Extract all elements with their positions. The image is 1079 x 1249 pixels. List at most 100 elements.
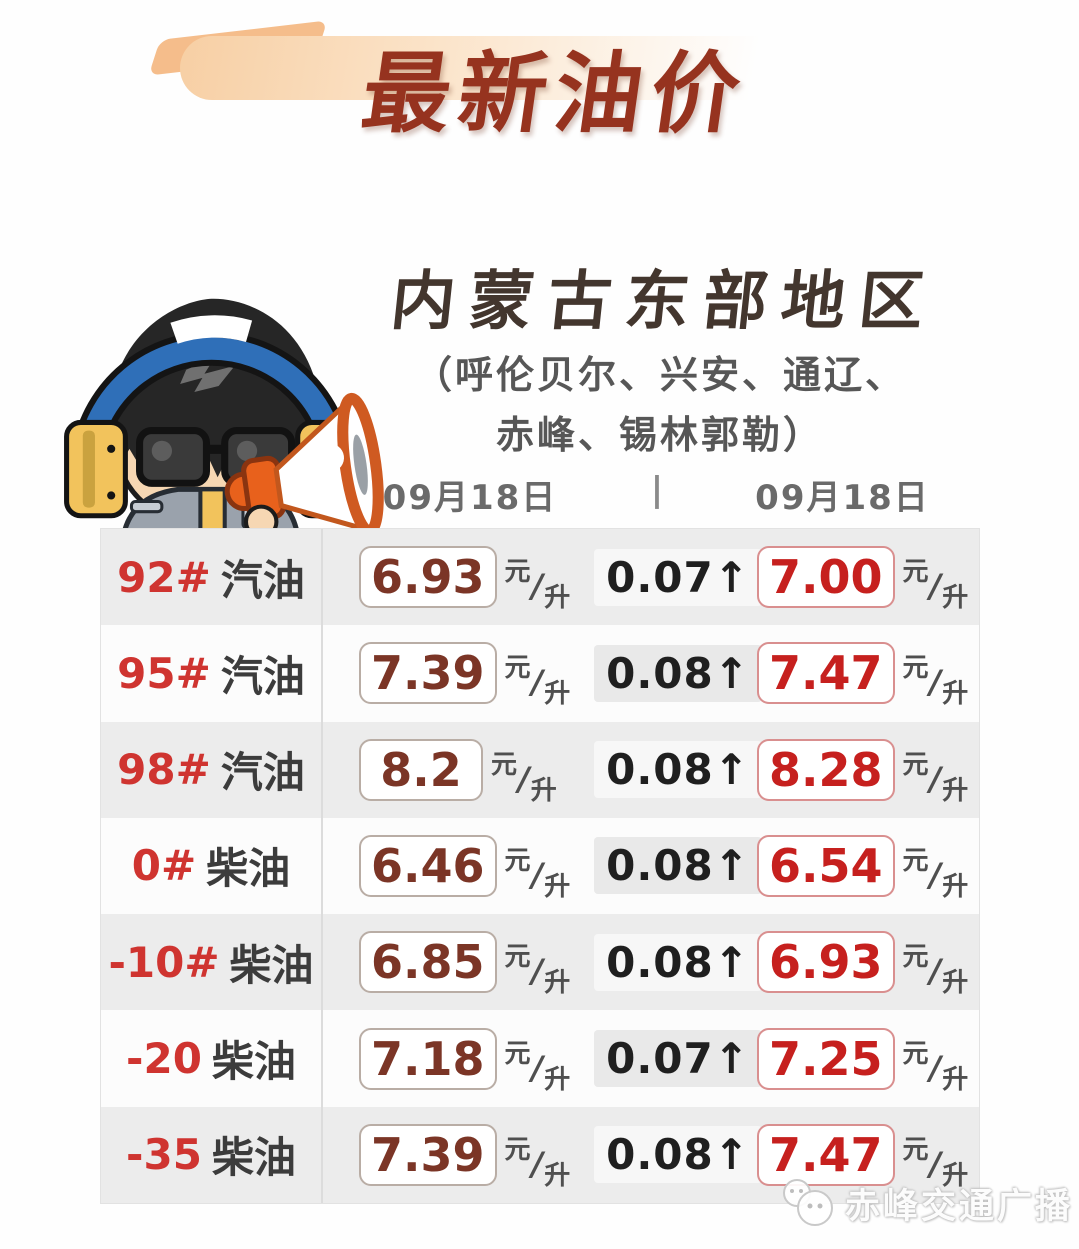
unit-liter: 升: [544, 1064, 571, 1095]
fuel-name: 汽油: [220, 651, 305, 701]
unit-slash: /: [531, 952, 544, 991]
unit-yuan-per-liter: 元 / 升: [504, 653, 571, 707]
unit-slash: /: [531, 855, 544, 894]
fuel-grade: 0#: [131, 841, 197, 891]
date-before-label: 09月18日前: [382, 478, 558, 567]
station-watermark: 赤峰交通广播: [777, 1176, 1073, 1230]
price-change-value: 0.08↑: [594, 837, 762, 895]
unit-yuan-per-liter: 元 / 升: [902, 942, 969, 996]
unit-slash: /: [531, 567, 544, 606]
before-price-value: 6.85: [359, 931, 497, 994]
table-row: 92# 汽油 6.93 元 / 升 0.07↑ 7.00 元 / 升: [101, 529, 979, 626]
fuel-name: 柴油: [211, 1037, 296, 1087]
after-price-cell: 7.00 元 / 升: [743, 546, 979, 611]
before-price-value: 6.93: [359, 546, 497, 609]
unit-slash: /: [531, 1048, 544, 1087]
fuel-type-cell: 98# 汽油: [101, 721, 323, 818]
after-price-value: 7.47: [757, 1123, 895, 1186]
unit-yuan: 元: [504, 653, 531, 684]
unit-yuan-per-liter: 元 / 升: [505, 1041, 571, 1093]
price-change-value: 0.07↑: [594, 1030, 762, 1088]
radio-host-mascot-icon: [64, 298, 384, 540]
unit-yuan-per-liter: 元 / 升: [491, 752, 557, 804]
after-price-cell: 7.25 元 / 升: [743, 1027, 979, 1093]
fuel-grade: 95#: [117, 648, 211, 698]
station-logo-icon: [782, 1179, 833, 1226]
before-price-cell: 7.39 元 / 升: [323, 642, 613, 707]
after-price-cell: 7.47 元 / 升: [743, 642, 979, 707]
unit-yuan: 元: [902, 653, 929, 684]
unit-slash: /: [929, 855, 942, 894]
before-price-cell: 6.46 元 / 升: [323, 834, 613, 900]
before-price-cell: 8.2 元 / 升: [323, 738, 613, 804]
after-price-value: 7.00: [757, 546, 895, 609]
before-price-cell: 6.93 元 / 升: [323, 546, 613, 611]
unit-yuan: 元: [902, 1038, 929, 1069]
title-highlight-capsule: [180, 36, 830, 100]
unit-liter: 升: [544, 1160, 571, 1191]
unit-yuan-per-liter: 元 / 升: [903, 752, 969, 804]
before-price-cell: 6.85 元 / 升: [323, 931, 613, 996]
unit-slash: /: [929, 567, 942, 606]
unit-yuan-per-liter: 元 / 升: [504, 557, 571, 611]
unit-liter: 升: [942, 583, 969, 614]
fuel-name: 汽油: [220, 555, 305, 605]
unit-yuan-per-liter: 元 / 升: [504, 845, 571, 900]
region-subtitle-line2: 赤峰、锡林郭勒）: [495, 413, 824, 457]
before-price-cell: 7.39 元 / 升: [323, 1123, 613, 1189]
before-price-value: 7.39: [359, 1123, 497, 1186]
fuel-grade: 98#: [117, 745, 211, 795]
unit-slash: /: [531, 1144, 544, 1183]
price-change-value: 0.08↑: [594, 1126, 762, 1184]
table-row: -20 柴油 7.18 元 / 升 0.07↑ 7.25 元 / 升: [101, 1010, 979, 1107]
price-change-cell: 0.08↑: [594, 741, 762, 799]
fuel-type-cell: 92# 汽油: [101, 529, 323, 626]
fuel-name: 柴油: [229, 940, 314, 990]
date-separator: |: [650, 470, 666, 510]
unit-liter: 升: [942, 679, 969, 710]
unit-liter: 升: [544, 968, 571, 999]
fuel-grade: -20: [126, 1034, 202, 1084]
unit-yuan: 元: [902, 557, 929, 588]
table-row: -10# 柴油 6.85 元 / 升 0.08↑ 6.93 元 / 升: [101, 914, 979, 1011]
fuel-type-cell: 95# 汽油: [101, 625, 323, 722]
mascot-illustration: [26, 240, 391, 540]
table-row: 95# 汽油 7.39 元 / 升 0.08↑ 7.47 元 / 升: [101, 625, 979, 722]
fuel-grade: -10#: [108, 937, 220, 987]
after-price-value: 6.93: [757, 931, 895, 994]
unit-liter: 升: [942, 775, 969, 806]
after-price-cell: 6.54 元 / 升: [743, 834, 979, 900]
unit-yuan: 元: [902, 845, 929, 876]
unit-slash: /: [531, 663, 544, 702]
price-change-cell: 0.07↑: [594, 1030, 762, 1088]
table-row: 98# 汽油 8.2 元 / 升 0.08↑ 8.28 元 / 升: [101, 721, 979, 818]
fuel-type-cell: -10# 柴油: [101, 914, 323, 1011]
fuel-type-cell: 0# 柴油: [101, 817, 323, 915]
fuel-grade: 92#: [117, 552, 211, 602]
unit-liter: 升: [544, 679, 571, 710]
unit-slash: /: [929, 952, 942, 991]
watermark-text: 赤峰交通广播: [844, 1186, 1073, 1227]
unit-liter: 升: [942, 968, 969, 999]
unit-yuan-per-liter: 元 / 升: [902, 653, 969, 707]
unit-liter: 升: [544, 871, 571, 902]
table-row: 0# 柴油 6.46 元 / 升 0.08↑ 6.54 元 / 升: [101, 817, 979, 915]
unit-slash: /: [929, 759, 942, 798]
after-price-cell: 6.93 元 / 升: [743, 931, 979, 996]
price-change-cell: 0.08↑: [594, 1126, 762, 1184]
unit-liter: 升: [942, 1160, 969, 1191]
unit-yuan: 元: [504, 845, 531, 876]
after-price-value: 8.28: [757, 738, 895, 801]
region-subtitle-line1: （呼伦贝尔、兴安、通辽、: [413, 353, 906, 397]
unit-slash: /: [929, 663, 942, 702]
fuel-type-cell: -20 柴油: [101, 1010, 323, 1107]
region-title: 内蒙古东部地区: [387, 265, 942, 339]
before-price-value: 8.2: [359, 738, 483, 801]
unit-yuan: 元: [902, 942, 929, 973]
before-price-cell: 7.18 元 / 升: [323, 1027, 613, 1093]
price-change-value: 0.07↑: [594, 548, 762, 606]
before-price-value: 7.18: [359, 1027, 497, 1090]
unit-yuan: 元: [504, 557, 531, 588]
price-change-cell: 0.07↑: [594, 548, 762, 606]
